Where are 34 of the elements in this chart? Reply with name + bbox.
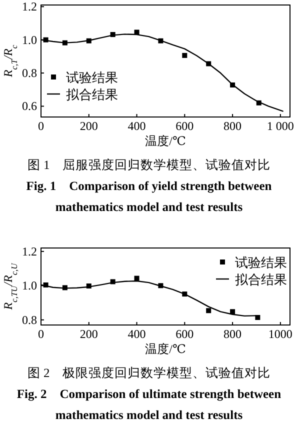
y-tick-label: 0.8 — [22, 66, 37, 80]
y-tick-label: 0.8 — [22, 312, 37, 327]
x-tick-label: 400 — [128, 327, 146, 341]
caption: Fig. 1 Comparison of yield strength between mathematics model and test results — [26, 179, 272, 214]
x-tick-label: 0 — [38, 327, 44, 341]
x-tick-label: 200 — [80, 119, 98, 133]
legend-label: 拟合结果 — [66, 87, 118, 102]
x-axis-title: 温度/℃ — [145, 342, 186, 356]
y-tick-label: 1.0 — [22, 278, 37, 293]
x-axis-title: 温度/℃ — [145, 134, 186, 148]
x-tick-label: 800 — [224, 119, 242, 133]
x-tick-label: 200 — [80, 327, 98, 341]
caption: Fig. 2 Comparison of ultimate strength between mathematics model and test results — [16, 387, 282, 422]
y-tick-label: 1.0 — [22, 32, 37, 47]
point — [182, 52, 188, 58]
x-tick-label: 600 — [176, 327, 194, 341]
point — [230, 309, 236, 314]
x-tick-label: 400 — [128, 119, 146, 133]
x-tick-label: 1 000 — [266, 119, 294, 133]
x-tick-label: 1000 — [268, 327, 292, 341]
legend-label: 试验结果 — [66, 70, 118, 85]
y-tick-label: 0.6 — [22, 99, 37, 114]
y-tick-label: 1.2 — [22, 0, 37, 14]
x-tick-label: 600 — [176, 119, 194, 133]
point — [206, 308, 212, 314]
x-tick-label: 800 — [224, 327, 242, 341]
legend-label: 拟合结果 — [235, 272, 287, 287]
point — [134, 276, 140, 281]
x-tick-label: 0 — [38, 119, 44, 133]
caption: 图 2 极限强度回归数学模型、试验值对比 — [27, 365, 271, 380]
point — [134, 30, 140, 35]
y-tick-label: 1.2 — [22, 244, 37, 258]
legend-label: 试验结果 — [235, 255, 287, 270]
caption: 图 1 屈服强度回归数学模型、试验值对比 — [27, 157, 271, 172]
